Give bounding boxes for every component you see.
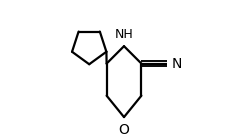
Text: NH: NH (115, 28, 133, 41)
Text: N: N (171, 57, 182, 71)
Text: O: O (119, 123, 129, 137)
